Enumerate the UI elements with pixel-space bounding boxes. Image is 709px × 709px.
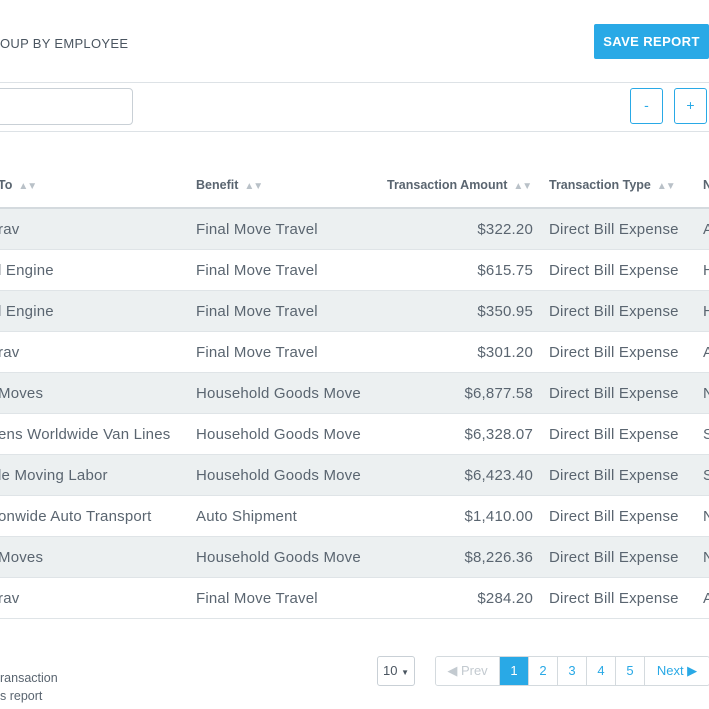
sort-icon[interactable]: ▲▼	[513, 181, 532, 192]
cell-paid-to: onwide Auto Transport	[0, 508, 152, 525]
column-header-label: Transaction Type	[549, 178, 651, 192]
column-header-label: Benefit	[196, 178, 239, 192]
cell-benefit: Household Goods Move	[196, 549, 361, 566]
cell-paid-to: Moves	[0, 549, 44, 566]
sort-icon[interactable]: ▲▼	[656, 181, 676, 192]
divider	[0, 82, 709, 83]
pagination: ◀ Prev 1 2 3 4 5 Next ▶	[435, 656, 709, 686]
cell-type: Direct Bill Expense	[549, 221, 679, 238]
cell-benefit: Final Move Travel	[196, 344, 318, 361]
table-row[interactable]: rav Final Move Travel $322.20 Direct Bil…	[0, 209, 709, 250]
cell-paid-to: l Engine	[0, 303, 54, 320]
cell-amount: $8,226.36	[464, 549, 533, 566]
cell-extra: N	[703, 549, 709, 566]
footer-note-line2: s report	[0, 689, 43, 703]
cell-extra: N	[703, 508, 709, 525]
zoom-in-button[interactable]: +	[674, 88, 707, 124]
cell-paid-to: rav	[0, 221, 20, 238]
cell-extra: A	[703, 344, 709, 361]
column-header-label: Transaction Amount	[387, 178, 508, 192]
cell-amount: $6,423.40	[464, 467, 533, 484]
cell-amount: $301.20	[477, 344, 533, 361]
cell-type: Direct Bill Expense	[549, 549, 679, 566]
zoom-out-button[interactable]: -	[630, 88, 663, 124]
table-row[interactable]: onwide Auto Transport Auto Shipment $1,4…	[0, 496, 709, 537]
cell-amount: $6,328.07	[464, 426, 533, 443]
column-header-benefit[interactable]: Benefit ▲▼	[196, 178, 263, 192]
column-header-label: To	[0, 178, 13, 192]
table-row[interactable]: Moves Household Goods Move $8,226.36 Dir…	[0, 537, 709, 578]
table-row[interactable]: rav Final Move Travel $301.20 Direct Bil…	[0, 332, 709, 373]
search-input[interactable]	[0, 88, 133, 125]
page-size-select[interactable]: 10 ▼	[377, 656, 415, 686]
footer-note-line1: ransaction	[0, 671, 58, 685]
cell-paid-to: l Engine	[0, 262, 54, 279]
column-header-extra[interactable]: N	[703, 178, 709, 192]
cell-amount: $350.95	[477, 303, 533, 320]
table-row[interactable]: l Engine Final Move Travel $350.95 Direc…	[0, 291, 709, 332]
cell-type: Direct Bill Expense	[549, 590, 679, 607]
page-button-3[interactable]: 3	[558, 657, 587, 685]
page-button-5[interactable]: 5	[616, 657, 645, 685]
cell-extra: N	[703, 385, 709, 402]
table-row[interactable]: le Moving Labor Household Goods Move $6,…	[0, 455, 709, 496]
cell-paid-to: le Moving Labor	[0, 467, 108, 484]
column-header-type[interactable]: Transaction Type ▲▼	[549, 178, 676, 192]
cell-extra: S	[703, 467, 709, 484]
table-row[interactable]: rav Final Move Travel $284.20 Direct Bil…	[0, 578, 709, 619]
column-header-paid-to[interactable]: To ▲▼	[0, 178, 37, 192]
cell-benefit: Household Goods Move	[196, 385, 361, 402]
table-header-divider	[0, 207, 709, 209]
page-button-4[interactable]: 4	[587, 657, 616, 685]
cell-amount: $322.20	[477, 221, 533, 238]
column-header-label: N	[703, 178, 709, 192]
page-button-1[interactable]: 1	[500, 657, 529, 685]
prev-page-button[interactable]: ◀ Prev	[436, 657, 500, 685]
cell-type: Direct Bill Expense	[549, 385, 679, 402]
cell-benefit: Final Move Travel	[196, 262, 318, 279]
table-row[interactable]: ens Worldwide Van Lines Household Goods …	[0, 414, 709, 455]
cell-type: Direct Bill Expense	[549, 467, 679, 484]
table-row[interactable]: Moves Household Goods Move $6,877.58 Dir…	[0, 373, 709, 414]
cell-paid-to: ens Worldwide Van Lines	[0, 426, 171, 443]
cell-paid-to: rav	[0, 590, 20, 607]
caret-down-icon: ▼	[401, 668, 409, 677]
cell-type: Direct Bill Expense	[549, 303, 679, 320]
cell-amount: $1,410.00	[464, 508, 533, 525]
sort-icon[interactable]: ▲▼	[244, 181, 263, 192]
cell-extra: A	[703, 590, 709, 607]
cell-extra: H	[703, 303, 709, 320]
cell-type: Direct Bill Expense	[549, 426, 679, 443]
cell-amount: $6,877.58	[464, 385, 533, 402]
cell-paid-to: Moves	[0, 385, 44, 402]
cell-amount: $615.75	[477, 262, 533, 279]
cell-extra: S	[703, 426, 709, 443]
group-by-label: OUP BY EMPLOYEE	[0, 36, 129, 51]
next-page-button[interactable]: Next ▶	[645, 657, 709, 685]
cell-paid-to: rav	[0, 344, 20, 361]
cell-extra: H	[703, 262, 709, 279]
cell-benefit: Household Goods Move	[196, 467, 361, 484]
divider	[0, 131, 709, 132]
cell-extra: A	[703, 221, 709, 238]
cell-type: Direct Bill Expense	[549, 508, 679, 525]
page-size-value: 10	[382, 663, 398, 678]
cell-amount: $284.20	[477, 590, 533, 607]
cell-benefit: Final Move Travel	[196, 590, 318, 607]
cell-benefit: Household Goods Move	[196, 426, 361, 443]
cell-benefit: Final Move Travel	[196, 221, 318, 238]
column-header-amount[interactable]: Transaction Amount ▲▼	[387, 178, 532, 192]
cell-benefit: Final Move Travel	[196, 303, 318, 320]
save-report-button[interactable]: SAVE REPORT	[594, 24, 709, 59]
page-button-2[interactable]: 2	[529, 657, 558, 685]
sort-icon[interactable]: ▲▼	[18, 181, 37, 192]
cell-type: Direct Bill Expense	[549, 262, 679, 279]
table-row[interactable]: l Engine Final Move Travel $615.75 Direc…	[0, 250, 709, 291]
cell-type: Direct Bill Expense	[549, 344, 679, 361]
cell-benefit: Auto Shipment	[196, 508, 297, 525]
